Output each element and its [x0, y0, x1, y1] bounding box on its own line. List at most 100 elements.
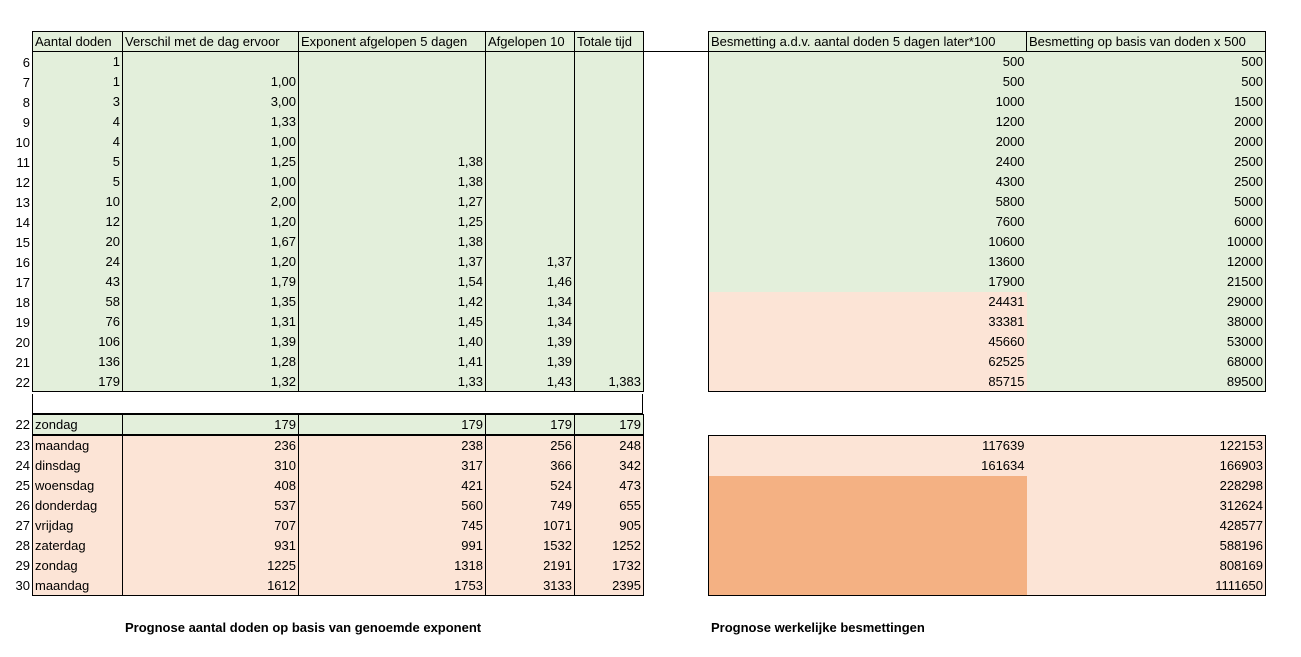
cell-besmetting-b[interactable]: 6000 — [1026, 211, 1266, 232]
cell-doden[interactable]: 24 — [32, 251, 123, 272]
cell-verschil[interactable]: 1,25 — [122, 151, 299, 172]
cell-exp5[interactable]: 1,54 — [298, 271, 486, 292]
cell-afg10[interactable]: 1,37 — [485, 251, 575, 272]
cell-dag[interactable]: woensdag — [32, 475, 123, 496]
cell-besmetting-a[interactable]: 161634 — [708, 455, 1027, 476]
cell-v3[interactable]: 524 — [485, 475, 575, 496]
cell-besmetting-a[interactable]: 24431 — [708, 291, 1027, 312]
cell-totaal[interactable] — [574, 171, 644, 192]
cell-v4[interactable]: 1732 — [574, 555, 644, 576]
cell-dag[interactable]: zondag — [32, 414, 123, 435]
cell-totaal[interactable] — [574, 311, 644, 332]
cell-besmetting-b[interactable]: 166903 — [1026, 455, 1266, 476]
cell-v4[interactable]: 1252 — [574, 535, 644, 556]
cell-besmetting-b[interactable]: 53000 — [1026, 331, 1266, 352]
cell-besmetting-b[interactable]: 500 — [1026, 51, 1266, 72]
cell-totaal[interactable] — [574, 131, 644, 152]
cell-verschil[interactable]: 1,20 — [122, 211, 299, 232]
cell-besmetting-b[interactable]: 500 — [1026, 71, 1266, 92]
cell-besmetting-b[interactable]: 89500 — [1026, 371, 1266, 392]
cell-doden[interactable]: 106 — [32, 331, 123, 352]
header-besmetting-5-dagen[interactable]: Besmetting a.d.v. aantal doden 5 dagen l… — [708, 31, 1027, 52]
cell-besmetting-b[interactable]: 122153 — [1026, 435, 1266, 456]
cell-besmetting-b[interactable]: 5000 — [1026, 191, 1266, 212]
cell-afg10[interactable]: 1,43 — [485, 371, 575, 392]
cell-exp5[interactable] — [298, 131, 486, 152]
cell-exp5[interactable]: 1,38 — [298, 231, 486, 252]
cell-v1[interactable]: 1612 — [122, 575, 299, 596]
cell-doden[interactable]: 5 — [32, 171, 123, 192]
cell-besmetting-a[interactable]: 5800 — [708, 191, 1027, 212]
header-afgelopen-10[interactable]: Afgelopen 10 — [485, 31, 575, 52]
cell-totaal[interactable] — [574, 271, 644, 292]
cell-verschil[interactable]: 1,35 — [122, 291, 299, 312]
cell-afg10[interactable]: 1,39 — [485, 331, 575, 352]
cell-verschil[interactable]: 1,79 — [122, 271, 299, 292]
cell-v1[interactable]: 707 — [122, 515, 299, 536]
cell-afg10[interactable] — [485, 211, 575, 232]
cell-besmetting-b[interactable]: 1500 — [1026, 91, 1266, 112]
cell-doden[interactable]: 5 — [32, 151, 123, 172]
cell-verschil[interactable]: 1,20 — [122, 251, 299, 272]
cell-besmetting-b[interactable]: 29000 — [1026, 291, 1266, 312]
cell-afg10[interactable] — [485, 91, 575, 112]
cell-v2[interactable]: 421 — [298, 475, 486, 496]
cell-exp5[interactable]: 1,37 — [298, 251, 486, 272]
cell-verschil[interactable]: 1,00 — [122, 131, 299, 152]
cell-v3[interactable]: 366 — [485, 455, 575, 476]
cell-doden[interactable]: 4 — [32, 111, 123, 132]
cell-doden[interactable]: 20 — [32, 231, 123, 252]
cell-v4[interactable]: 179 — [574, 414, 644, 435]
cell-doden[interactable]: 4 — [32, 131, 123, 152]
cell-doden[interactable]: 12 — [32, 211, 123, 232]
cell-v4[interactable]: 248 — [574, 435, 644, 456]
cell-doden[interactable]: 43 — [32, 271, 123, 292]
header-besmetting-x500[interactable]: Besmetting op basis van doden x 500 — [1026, 31, 1266, 52]
cell-besmetting-a[interactable]: 2000 — [708, 131, 1027, 152]
cell-besmetting-a[interactable] — [708, 575, 1027, 596]
cell-doden[interactable]: 3 — [32, 91, 123, 112]
cell-v3[interactable]: 749 — [485, 495, 575, 516]
header-aantal-doden[interactable]: Aantal doden — [32, 31, 123, 52]
cell-v3[interactable]: 256 — [485, 435, 575, 456]
cell-afg10[interactable] — [485, 111, 575, 132]
cell-besmetting-b[interactable]: 68000 — [1026, 351, 1266, 372]
cell-doden[interactable]: 1 — [32, 51, 123, 72]
cell-totaal[interactable] — [574, 71, 644, 92]
cell-v1[interactable]: 408 — [122, 475, 299, 496]
cell-v4[interactable]: 342 — [574, 455, 644, 476]
cell-verschil[interactable]: 1,00 — [122, 171, 299, 192]
cell-v2[interactable]: 1753 — [298, 575, 486, 596]
cell-v3[interactable]: 1071 — [485, 515, 575, 536]
cell-v1[interactable]: 310 — [122, 455, 299, 476]
cell-doden[interactable]: 58 — [32, 291, 123, 312]
cell-besmetting-a[interactable] — [708, 555, 1027, 576]
cell-afg10[interactable] — [485, 191, 575, 212]
cell-besmetting-a[interactable]: 17900 — [708, 271, 1027, 292]
cell-besmetting-a[interactable]: 62525 — [708, 351, 1027, 372]
cell-v3[interactable]: 1532 — [485, 535, 575, 556]
cell-v2[interactable]: 560 — [298, 495, 486, 516]
cell-afg10[interactable] — [485, 51, 575, 72]
cell-dag[interactable]: dinsdag — [32, 455, 123, 476]
cell-afg10[interactable]: 1,46 — [485, 271, 575, 292]
cell-doden[interactable]: 76 — [32, 311, 123, 332]
cell-totaal[interactable] — [574, 91, 644, 112]
cell-v1[interactable]: 537 — [122, 495, 299, 516]
cell-afg10[interactable]: 1,39 — [485, 351, 575, 372]
cell-besmetting-b[interactable]: 2500 — [1026, 151, 1266, 172]
cell-totaal[interactable]: 1,383 — [574, 371, 644, 392]
cell-v4[interactable]: 655 — [574, 495, 644, 516]
cell-doden[interactable]: 1 — [32, 71, 123, 92]
cell-v2[interactable]: 317 — [298, 455, 486, 476]
cell-verschil[interactable]: 1,32 — [122, 371, 299, 392]
cell-totaal[interactable] — [574, 191, 644, 212]
cell-besmetting-a[interactable]: 1200 — [708, 111, 1027, 132]
cell-exp5[interactable]: 1,40 — [298, 331, 486, 352]
cell-exp5[interactable]: 1,27 — [298, 191, 486, 212]
cell-besmetting-b[interactable]: 12000 — [1026, 251, 1266, 272]
cell-v4[interactable]: 2395 — [574, 575, 644, 596]
cell-afg10[interactable]: 1,34 — [485, 291, 575, 312]
cell-totaal[interactable] — [574, 291, 644, 312]
cell-besmetting-a[interactable]: 85715 — [708, 371, 1027, 392]
